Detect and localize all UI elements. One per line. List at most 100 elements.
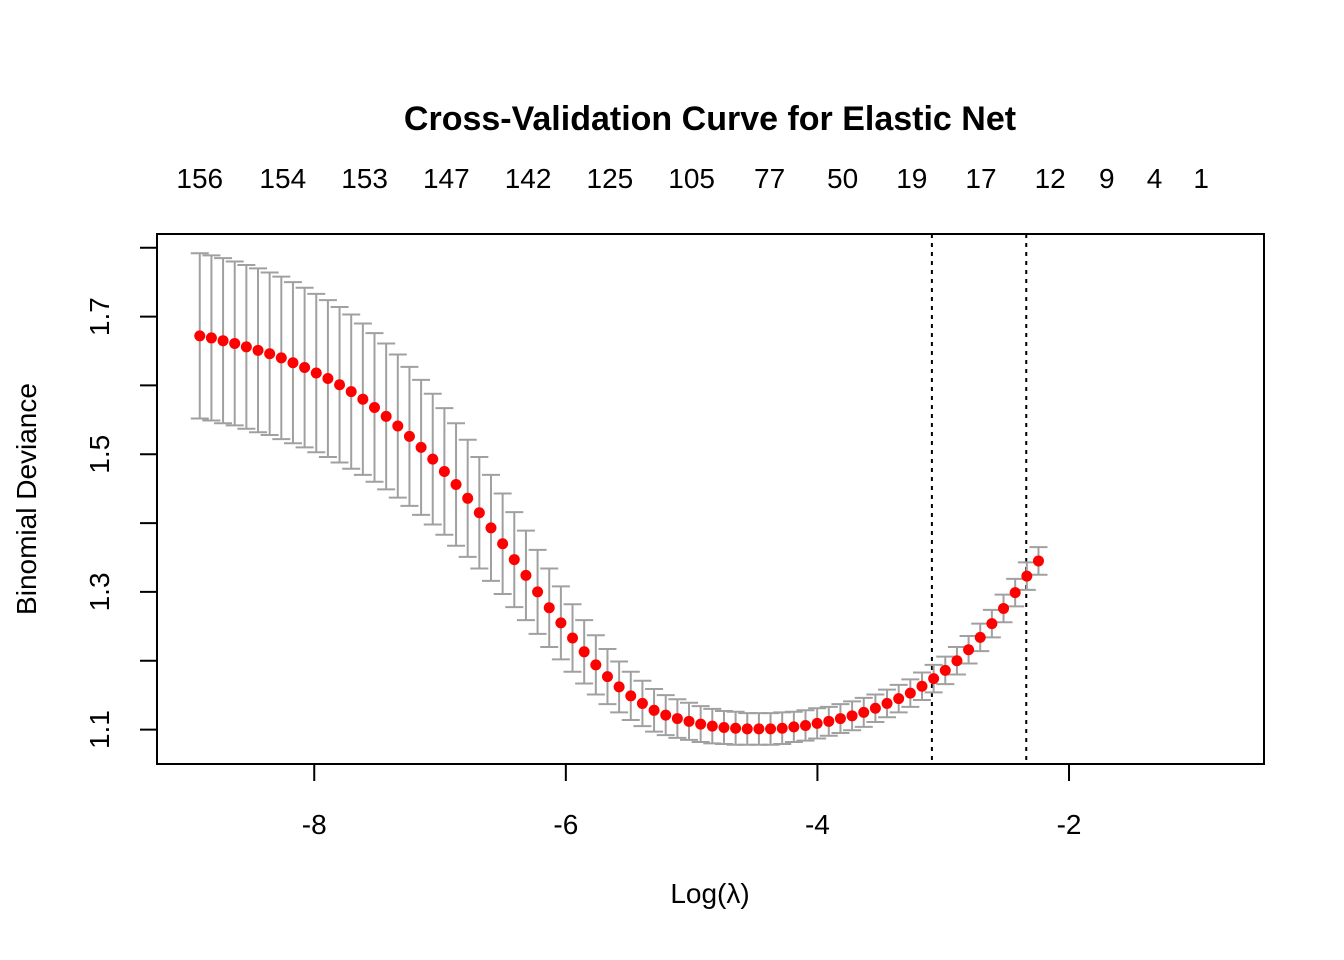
data-point bbox=[951, 655, 963, 667]
data-point bbox=[450, 479, 462, 491]
data-point bbox=[776, 722, 788, 734]
plot-frame bbox=[156, 233, 1265, 765]
y-tick-label: 1.3 bbox=[84, 572, 115, 611]
data-point bbox=[823, 715, 835, 727]
data-point bbox=[217, 335, 229, 347]
data-point bbox=[438, 465, 450, 477]
top-axis-label: 154 bbox=[259, 163, 306, 194]
data-point bbox=[345, 386, 357, 398]
data-point bbox=[648, 704, 660, 716]
y-tick-label: 1.1 bbox=[84, 710, 115, 749]
top-axis-label: 105 bbox=[668, 163, 715, 194]
data-point bbox=[881, 697, 893, 709]
data-point bbox=[741, 723, 753, 735]
top-axis-label: 19 bbox=[896, 163, 927, 194]
data-point bbox=[299, 362, 311, 374]
top-axis-label: 142 bbox=[505, 163, 552, 194]
data-point bbox=[229, 337, 241, 349]
top-axis-label: 156 bbox=[176, 163, 223, 194]
data-point bbox=[310, 367, 322, 379]
x-axis-label: Log(λ) bbox=[670, 878, 749, 909]
data-point bbox=[380, 410, 392, 422]
top-axis-label: 17 bbox=[965, 163, 996, 194]
x-tick-label: -6 bbox=[553, 809, 578, 840]
data-point bbox=[485, 522, 497, 534]
x-tick-label: -8 bbox=[302, 809, 327, 840]
data-point bbox=[788, 721, 800, 733]
data-point bbox=[194, 330, 206, 342]
data-point bbox=[473, 507, 485, 519]
y-axis-label: Binomial Deviance bbox=[11, 383, 42, 615]
chart-title: Cross-Validation Curve for Elastic Net bbox=[404, 100, 1016, 138]
data-point bbox=[1021, 570, 1033, 582]
data-point bbox=[322, 373, 334, 385]
data-point bbox=[357, 393, 369, 405]
data-point bbox=[695, 718, 707, 730]
data-point bbox=[846, 710, 858, 722]
data-point bbox=[392, 420, 404, 432]
data-point bbox=[613, 681, 625, 693]
data-point bbox=[287, 357, 299, 369]
top-axis-label: 1 bbox=[1193, 163, 1209, 194]
data-point bbox=[718, 722, 730, 734]
data-point bbox=[963, 644, 975, 656]
data-point bbox=[520, 569, 532, 581]
data-point bbox=[730, 722, 742, 734]
data-point bbox=[567, 632, 579, 644]
data-point bbox=[671, 713, 683, 725]
data-point bbox=[706, 720, 718, 732]
data-point bbox=[974, 631, 986, 643]
data-point bbox=[765, 723, 777, 735]
data-point bbox=[916, 680, 928, 692]
data-point bbox=[205, 332, 217, 344]
plot-area: -8 -6 -4 -2 1.1 1.3 1.5 1.7 156 154 153 147 142 125 10… bbox=[84, 163, 1265, 840]
data-point bbox=[834, 713, 846, 725]
top-axis-label: 125 bbox=[587, 163, 634, 194]
top-axis-label: 4 bbox=[1147, 163, 1163, 194]
data-point bbox=[275, 352, 287, 364]
data-point bbox=[1009, 587, 1021, 599]
top-axis-label: 153 bbox=[341, 163, 388, 194]
y-tick-label: 1.5 bbox=[84, 435, 115, 474]
data-point bbox=[578, 646, 590, 658]
top-axis-label: 77 bbox=[754, 163, 785, 194]
data-point bbox=[427, 453, 439, 465]
data-point bbox=[403, 430, 415, 442]
data-point bbox=[928, 673, 940, 685]
data-point bbox=[532, 586, 544, 598]
data-point bbox=[811, 717, 823, 729]
data-point bbox=[904, 687, 916, 699]
data-point bbox=[334, 379, 346, 391]
top-axis-label: 9 bbox=[1099, 163, 1115, 194]
data-point bbox=[508, 554, 520, 566]
data-point bbox=[369, 401, 381, 413]
data-point bbox=[543, 602, 555, 614]
top-axis-label: 50 bbox=[827, 163, 858, 194]
data-point bbox=[998, 602, 1010, 614]
data-point bbox=[753, 723, 765, 735]
x-tick-label: -4 bbox=[805, 809, 830, 840]
data-point bbox=[869, 702, 881, 714]
data-point bbox=[240, 341, 252, 353]
data-point bbox=[660, 709, 672, 721]
data-point bbox=[800, 719, 812, 731]
x-tick-label: -2 bbox=[1057, 809, 1082, 840]
data-point bbox=[939, 664, 951, 676]
data-point bbox=[555, 617, 567, 629]
data-point bbox=[590, 659, 602, 671]
data-point bbox=[893, 693, 905, 705]
data-point bbox=[636, 697, 648, 709]
top-axis-label: 147 bbox=[423, 163, 470, 194]
data-point bbox=[252, 344, 264, 356]
data-point bbox=[858, 706, 870, 718]
data-point bbox=[264, 348, 276, 360]
data-point bbox=[625, 690, 637, 702]
data-point bbox=[497, 538, 509, 550]
data-point bbox=[415, 441, 427, 453]
data-point bbox=[683, 715, 695, 727]
data-point bbox=[601, 671, 613, 683]
y-tick-label: 1.7 bbox=[84, 297, 115, 336]
data-point bbox=[1032, 555, 1044, 567]
data-point bbox=[462, 492, 474, 504]
